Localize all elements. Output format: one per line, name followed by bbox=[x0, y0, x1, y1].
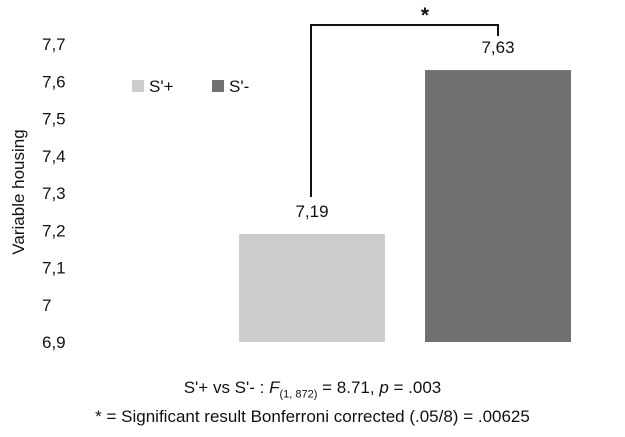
bar-chart: Variable housing 6,9 7 7,1 7,2 7,3 7,4 7,5 7,6 7… bbox=[9, 4, 571, 352]
caption-comparison: S'+ vs S'- : bbox=[183, 378, 270, 397]
y-tick-label: 7 bbox=[42, 296, 51, 315]
legend-swatch bbox=[212, 80, 224, 92]
y-tick-label: 7,3 bbox=[42, 184, 66, 203]
y-tick-label: 7,7 bbox=[42, 35, 66, 54]
data-labels: 7,19 7,63 bbox=[295, 38, 514, 221]
bars bbox=[239, 70, 571, 342]
legend: S'+ S'- bbox=[132, 77, 249, 96]
legend-swatch bbox=[132, 80, 144, 92]
y-tick-label: 7,2 bbox=[42, 221, 66, 240]
legend-label: S'+ bbox=[149, 77, 174, 96]
bar bbox=[239, 233, 385, 342]
caption-p-value: = .003 bbox=[388, 378, 442, 397]
y-tick-label: 7,4 bbox=[42, 147, 66, 166]
caption-stat-symbol: F bbox=[269, 378, 280, 397]
caption-p-symbol: p bbox=[379, 378, 389, 397]
y-tick-label: 7,5 bbox=[42, 110, 66, 129]
legend-label: S'- bbox=[229, 77, 249, 96]
data-label: 7,63 bbox=[481, 38, 514, 57]
statistics-caption: S'+ vs S'- : F(1, 872) = 8.71, p = .003 bbox=[0, 378, 625, 400]
y-tick-labels: 6,9 7 7,1 7,2 7,3 7,4 7,5 7,6 7,7 bbox=[42, 35, 66, 352]
caption-stat-value: = 8.71, bbox=[317, 378, 380, 397]
y-tick-label: 7,1 bbox=[42, 259, 66, 278]
bracket-line bbox=[310, 24, 499, 197]
significance-note: * = Significant result Bonferroni correc… bbox=[95, 407, 530, 426]
y-tick-label: 7,6 bbox=[42, 72, 66, 91]
caption-degrees-of-freedom: (1, 872) bbox=[279, 388, 318, 401]
data-label: 7,19 bbox=[295, 202, 328, 221]
bar bbox=[425, 70, 571, 342]
y-axis-label: Variable housing bbox=[9, 129, 28, 254]
significance-bracket: * bbox=[310, 4, 499, 197]
y-tick-label: 6,9 bbox=[42, 333, 66, 352]
significance-marker: * bbox=[421, 4, 430, 27]
